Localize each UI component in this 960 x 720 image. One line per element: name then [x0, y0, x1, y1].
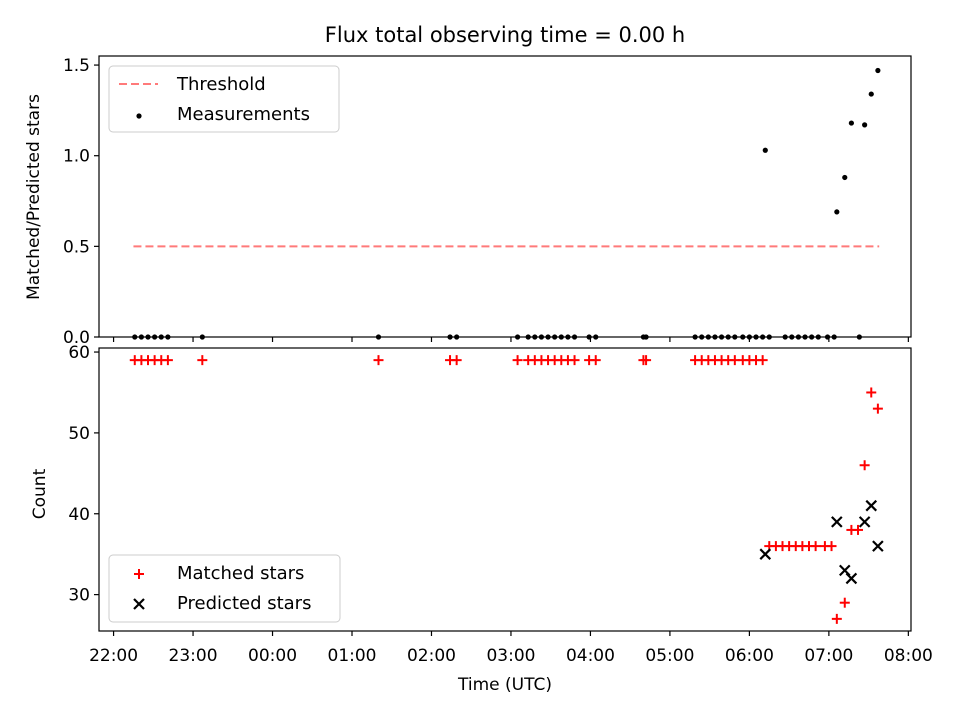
chart-title: Flux total observing time = 0.00 h — [325, 23, 685, 47]
top-panel: Matched/Predicted stars 0.0 0.5 1.0 1.5 Thr… — [24, 55, 912, 348]
y-tick-label: 60 — [68, 343, 90, 363]
y-tick-label: 30 — [68, 586, 90, 606]
x-tick-label: 03:00 — [486, 646, 535, 666]
marker-stroke — [872, 540, 884, 552]
y-tick-label: 50 — [68, 424, 90, 444]
x-tick-label: 22:00 — [89, 646, 138, 666]
x-tick-label: 07:00 — [804, 646, 853, 666]
predicted-star-point — [845, 572, 858, 585]
predicted-star-point — [872, 540, 884, 552]
matched-star-point — [197, 355, 208, 366]
matched-star-point — [373, 355, 384, 366]
x-tick-label: 00:00 — [248, 646, 297, 666]
legend-predicted-swatch — [133, 598, 145, 610]
matched-star-point — [757, 355, 768, 366]
legend-measurements-swatch — [136, 113, 142, 119]
top-y-axis-label: Matched/Predicted stars — [24, 94, 44, 300]
marker-stroke — [845, 572, 858, 585]
legend-measurements-label: Measurements — [177, 104, 310, 125]
matched-star-point — [590, 355, 601, 366]
measurement-point — [875, 67, 881, 74]
x-tick-label: 05:00 — [645, 646, 694, 666]
bottom-x-ticks: 22:00 23:00 00:00 01:00 02:00 03:00 04:00 05:00… — [89, 631, 933, 666]
top-legend: Threshold Measurements — [108, 65, 340, 133]
y-tick-label: 1.0 — [63, 147, 90, 167]
predicted-star-point — [831, 516, 843, 528]
marker-stroke — [865, 499, 878, 512]
legend-threshold-label: Threshold — [176, 74, 266, 95]
bottom-y-ticks: 30 40 50 60 — [68, 343, 99, 606]
matched-star-point — [853, 524, 864, 535]
measurement-point — [862, 122, 868, 128]
top-y-ticks: 0.0 0.5 1.0 1.5 — [63, 56, 99, 348]
predicted-star-point — [759, 548, 772, 560]
y-tick-label: 0.0 — [63, 328, 90, 348]
predicted-star-point — [865, 499, 878, 512]
y-tick-label: 40 — [68, 505, 90, 525]
x-tick-label: 08:00 — [884, 646, 933, 666]
bottom-y-axis-label: Count — [30, 468, 50, 519]
matched-star-point — [162, 355, 173, 366]
legend-marker — [133, 598, 145, 610]
top-legend-box — [108, 65, 340, 133]
measurement-point — [834, 209, 840, 215]
x-tick-label: 02:00 — [407, 646, 456, 666]
legend-matched-swatch — [134, 569, 144, 579]
x-axis-label: Time (UTC) — [457, 675, 552, 695]
predicted-star-point — [858, 516, 871, 528]
bottom-legend: Matched stars Predicted stars — [108, 554, 341, 623]
matched-star-point — [872, 403, 883, 414]
matched-star-point — [569, 355, 580, 366]
bottom-panel: Count 30 40 50 60 22:00 23:00 00:00 01:00 02:00… — [30, 343, 933, 695]
legend-marker — [134, 569, 144, 579]
matched-star-point — [451, 355, 462, 366]
matched-star-point — [641, 355, 652, 366]
bottom-plot-frame — [98, 347, 912, 632]
x-tick-label: 06:00 — [725, 646, 774, 666]
matched-star-point — [826, 541, 837, 552]
matched-star-point — [839, 597, 850, 608]
matched-star-point — [859, 460, 870, 471]
matched-star-point — [810, 541, 821, 552]
marker-stroke — [858, 516, 871, 528]
y-tick-label: 0.5 — [63, 237, 90, 257]
bottom-legend-box — [108, 554, 341, 623]
top-plot-frame — [98, 55, 912, 338]
matched-star-point — [831, 613, 842, 624]
x-tick-label: 01:00 — [328, 646, 377, 666]
marker-stroke — [838, 564, 851, 577]
matched-star-points — [129, 355, 883, 624]
marker-stroke — [133, 598, 145, 610]
measurement-point — [868, 91, 874, 97]
measurement-point — [848, 120, 854, 126]
x-tick-label: 04:00 — [566, 646, 615, 666]
matched-star-point — [512, 355, 523, 366]
y-tick-label: 1.5 — [63, 56, 90, 76]
measurement-point — [762, 147, 768, 153]
matched-star-point — [866, 387, 877, 398]
marker-stroke — [759, 548, 772, 560]
legend-matched-label: Matched stars — [177, 563, 304, 584]
legend-predicted-label: Predicted stars — [177, 593, 311, 614]
marker-stroke — [831, 516, 843, 528]
predicted-star-points — [759, 499, 884, 585]
x-tick-label: 23:00 — [169, 646, 218, 666]
measurement-point — [842, 174, 848, 181]
